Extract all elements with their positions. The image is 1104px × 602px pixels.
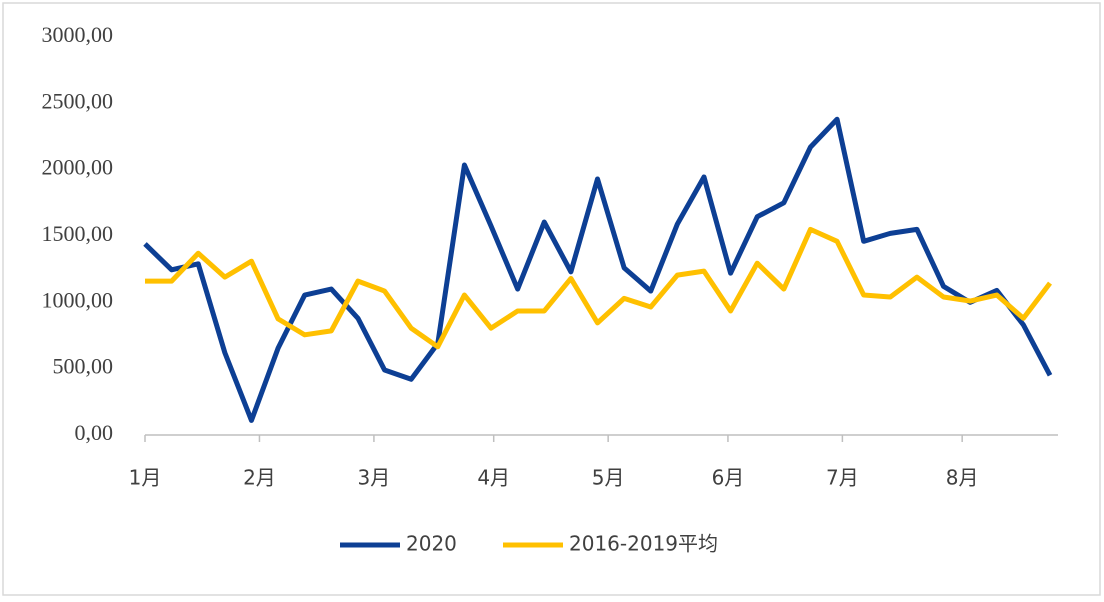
x-tick-label: 2月 bbox=[243, 466, 276, 490]
y-tick-label: 1000,00 bbox=[42, 287, 114, 312]
legend-label: 2016-2019平均 bbox=[569, 532, 718, 556]
x-tick-label: 6月 bbox=[712, 466, 745, 490]
series-line bbox=[143, 116, 1053, 423]
legend-label: 2020 bbox=[406, 532, 457, 556]
y-tick-label: 1500,00 bbox=[42, 221, 114, 246]
y-tick-label: 3000,00 bbox=[42, 22, 114, 47]
x-tick-label: 1月 bbox=[129, 466, 162, 490]
x-tick-label: 3月 bbox=[358, 466, 391, 490]
y-tick-label: 0,00 bbox=[75, 420, 114, 445]
y-tick-label: 2000,00 bbox=[42, 155, 114, 180]
x-tick-label: 4月 bbox=[477, 466, 510, 490]
x-tick-label: 5月 bbox=[592, 466, 625, 490]
series-line bbox=[145, 226, 1053, 350]
x-tick-label: 7月 bbox=[826, 466, 859, 490]
y-tick-label: 2500,00 bbox=[42, 88, 114, 113]
x-tick-label: 8月 bbox=[946, 466, 979, 490]
y-tick-label: 500,00 bbox=[53, 354, 114, 379]
